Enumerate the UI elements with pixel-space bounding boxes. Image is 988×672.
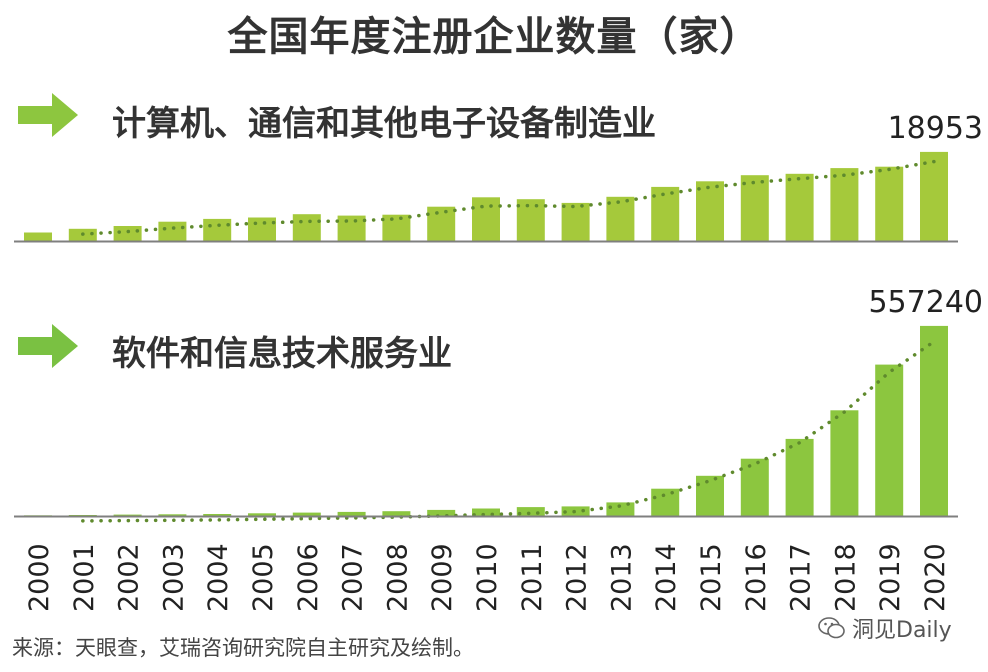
bar-top-2016 <box>740 175 769 241</box>
trendline-bottom <box>81 339 936 523</box>
bar-bottom-2004 <box>203 514 232 516</box>
bar-bottom-2010 <box>472 508 500 516</box>
x-tick-label-2004: 2004 <box>203 543 234 612</box>
x-tick-label-2003: 2003 <box>158 543 189 612</box>
bar-top-2008 <box>382 214 411 241</box>
x-tick-label-2010: 2010 <box>472 543 503 612</box>
bar-bottom-2015 <box>696 475 724 516</box>
bar-bottom-2009 <box>427 509 456 516</box>
x-tick-label-2001: 2001 <box>69 543 100 612</box>
x-tick-label-2014: 2014 <box>651 543 682 612</box>
bar-top-2007 <box>337 215 366 241</box>
bar-bottom-2013 <box>606 502 635 516</box>
bar-bottom-2016 <box>740 458 769 516</box>
arrow-right-icon <box>18 324 78 368</box>
bar-top-2014 <box>651 186 680 241</box>
bar-top-2015 <box>696 181 724 241</box>
x-tick-label-2009: 2009 <box>427 543 458 612</box>
x-tick-label-2016: 2016 <box>741 543 772 612</box>
data-label-top-2020: 18953 <box>888 111 983 146</box>
x-tick-label-2005: 2005 <box>248 543 279 612</box>
bar-top-2012 <box>561 202 590 241</box>
bar-top-2019 <box>875 166 904 241</box>
bar-top-2010 <box>472 197 500 241</box>
bar-top-2006 <box>292 214 321 241</box>
bar-bottom-2006 <box>292 512 321 516</box>
bar-top-2003 <box>158 221 187 241</box>
trendline-top <box>81 159 936 236</box>
bar-bottom-2020 <box>920 325 948 516</box>
bar-top-2002 <box>113 226 142 241</box>
bar-top-2018 <box>830 168 859 241</box>
x-tick-label-2002: 2002 <box>114 543 145 612</box>
x-tick-label-2012: 2012 <box>562 543 593 612</box>
x-tick-label-2018: 2018 <box>830 543 861 612</box>
x-tick-label-2008: 2008 <box>382 543 413 612</box>
bar-bottom-2002 <box>113 514 142 516</box>
bar-top-2011 <box>516 199 545 241</box>
source-note: 来源：天眼查，艾瑞咨询研究院自主研究及绘制。 <box>12 636 474 660</box>
chart-title: 全国年度注册企业数量（家） <box>227 14 761 60</box>
bar-top-2009 <box>427 206 456 241</box>
bar-bottom-2019 <box>875 364 904 516</box>
bar-top-2017 <box>785 173 814 241</box>
x-tick-label-2011: 2011 <box>517 543 548 612</box>
x-tick-label-2006: 2006 <box>293 543 324 612</box>
panel-title-electronics: 计算机、通信和其他电子设备制造业 <box>112 104 656 144</box>
x-tick-label-2019: 2019 <box>875 543 906 612</box>
bar-bottom-2005 <box>248 513 276 516</box>
bar-bottom-2018 <box>830 410 859 516</box>
bar-top-2000 <box>24 232 52 241</box>
x-tick-label-2017: 2017 <box>786 543 817 612</box>
bar-bottom-2007 <box>337 511 366 516</box>
arrow-right-icon <box>18 93 78 137</box>
x-tick-label-2007: 2007 <box>338 543 369 612</box>
bar-bottom-2014 <box>651 488 680 516</box>
bar-top-2005 <box>248 217 276 241</box>
bar-bottom-2017 <box>785 438 814 516</box>
bar-bottom-2011 <box>516 507 545 516</box>
bar-bottom-2008 <box>382 511 411 516</box>
bar-top-2020 <box>920 151 948 241</box>
bar-top-2004 <box>203 218 232 241</box>
bar-bottom-2003 <box>158 514 187 516</box>
x-tick-label-2020: 2020 <box>920 543 951 612</box>
x-tick-label-2013: 2013 <box>606 543 637 612</box>
bar-top-2013 <box>606 196 635 241</box>
data-label-bottom-2020: 557240 <box>868 285 983 320</box>
watermark: 洞见Daily <box>818 612 952 644</box>
x-tick-label-2015: 2015 <box>696 543 727 612</box>
panel-title-software: 软件和信息技术服务业 <box>112 334 452 374</box>
x-tick-label-2000: 2000 <box>24 543 55 612</box>
wechat-icon <box>818 617 845 639</box>
watermark-text: 洞见Daily <box>852 618 952 643</box>
